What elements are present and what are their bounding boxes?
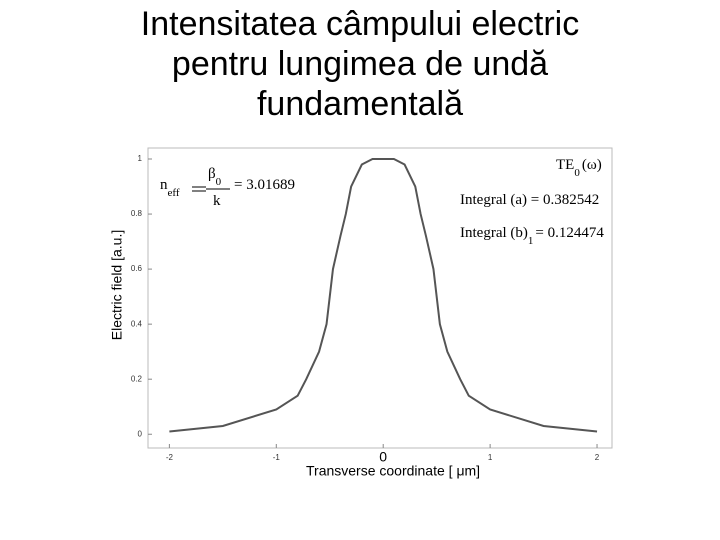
y-tick-label: 1 — [138, 154, 143, 163]
annotation: β0 — [208, 166, 222, 187]
annotation: = 3.01689 — [234, 177, 295, 193]
x-tick-label: 0 — [379, 449, 387, 465]
annotation-after: (ω) — [582, 157, 602, 173]
annotation: Integral (b)1 = 0.124474 — [460, 225, 604, 246]
annotation-text: n — [160, 177, 168, 193]
y-tick-label: 0.8 — [131, 209, 143, 218]
y-tick-label: 0.2 — [131, 374, 143, 383]
title: Intensitatea câmpului electric pentru lu… — [140, 5, 580, 123]
annotation: Integral (a) = 0.382542 — [460, 192, 599, 208]
line — [169, 158, 598, 433]
annotation-text: β — [208, 166, 216, 182]
x-tick-label: -2 — [166, 453, 174, 462]
annotation-after: = 0.124474 — [535, 225, 604, 241]
y-tick-label: 0.4 — [131, 319, 143, 328]
annotation-text: Integral (b) — [460, 225, 528, 241]
annotation: TE0 (ω) — [556, 157, 602, 178]
annotation-sub: 1 — [528, 235, 534, 247]
x-tick-label: 1 — [488, 453, 493, 462]
x-tick-label: 2 — [595, 453, 600, 462]
annotation-sub: 0 — [216, 176, 222, 188]
y-axis-label: Electric field [a.u.] — [109, 230, 125, 341]
annotation: neff — [160, 177, 180, 198]
annotation-text: = 3.01689 — [234, 177, 295, 193]
annotation-text: k — [213, 193, 221, 209]
x-axis-label: Transverse coordinate [ μm] — [306, 463, 480, 479]
annotation-sub: 0 — [574, 167, 580, 179]
annotation: k — [213, 193, 221, 209]
annotation-sub: eff — [168, 187, 180, 199]
y-tick-label: 0.6 — [131, 264, 143, 273]
annotation-text: Integral (a) = 0.382542 — [460, 192, 599, 208]
plot-area — [147, 147, 613, 449]
y-tick-label: 0 — [138, 429, 143, 438]
annotation-text: TE — [556, 157, 574, 173]
x-tick-label: -1 — [273, 453, 281, 462]
